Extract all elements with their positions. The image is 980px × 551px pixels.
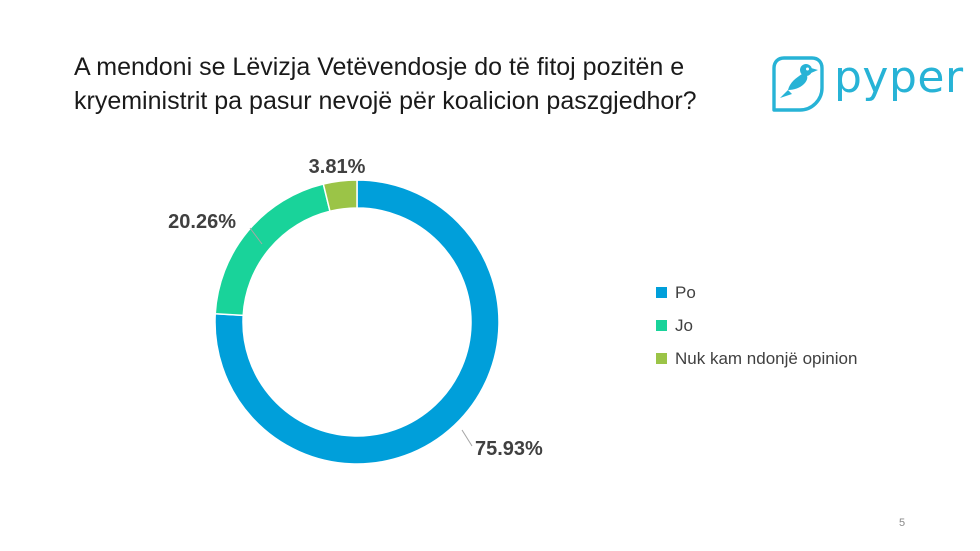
donut-slice-no-opinion [322,179,358,213]
bird-icon [772,56,824,112]
leader-line-jo [249,227,263,245]
legend-item-po: Po [656,276,857,309]
donut-slice-jo [214,183,331,317]
slide-title: A mendoni se Lëvizja Vetëvendosje do të … [74,50,754,118]
pyper-logo: pyper [768,48,963,116]
legend-item-jo: Jo [656,309,857,342]
legend-swatch-jo [656,320,667,331]
slide-title-line-2: kryeministrit pa pasur nevojë për koalic… [74,87,697,115]
legend-label-no-opinion: Nuk kam ndonjë opinion [675,348,858,368]
legend-label-po: Po [675,282,696,302]
page-number: 5 [899,517,906,529]
data-label-no-opinion: 3.81% [309,156,366,178]
legend-swatch-po [656,287,667,298]
chart-legend: Po Jo Nuk kam ndonjë opinion [656,276,857,375]
data-label-jo: 20.26% [168,211,236,233]
legend-swatch-no-opinion [656,353,667,364]
slide-title-line-1: A mendoni se Lëvizja Vetëvendosje do të … [74,53,685,81]
data-label-po: 75.93% [475,438,543,460]
logo-wordmark: pyper [834,52,964,103]
legend-item-no-opinion: Nuk kam ndonjë opinion [656,342,857,375]
leader-line-po [461,429,473,447]
legend-label-jo: Jo [675,315,693,335]
donut-slice-po [214,179,500,465]
